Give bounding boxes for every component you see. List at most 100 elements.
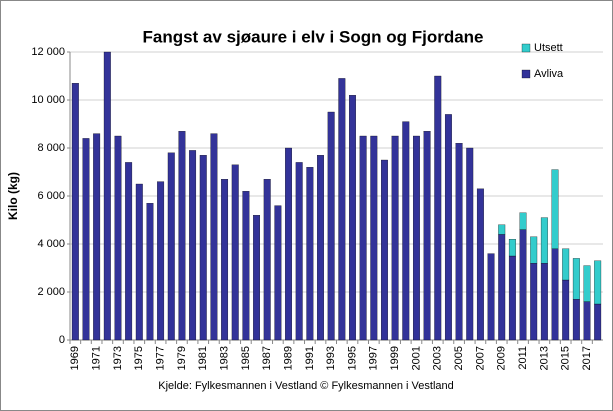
- bar-segment: [231, 164, 239, 341]
- legend-swatch: [521, 69, 531, 79]
- x-tick-label: 1973: [112, 346, 124, 370]
- x-tick-label: 1995: [346, 346, 358, 370]
- bar-segment: [487, 253, 495, 341]
- bar-segment: [540, 263, 548, 341]
- bar-segment: [82, 138, 90, 341]
- y-tick-label: 12 000: [31, 46, 65, 58]
- x-tick-label: 2007: [474, 346, 486, 370]
- bar-segment: [253, 215, 260, 341]
- legend-label: Avliva: [534, 68, 564, 80]
- x-tick-label: 1999: [389, 346, 401, 370]
- legend-label: Utsett: [534, 42, 563, 54]
- x-tick-label: 1979: [176, 346, 188, 370]
- y-tick-label: 10 000: [31, 94, 65, 106]
- bar-segment: [572, 258, 580, 300]
- x-tick-label: 2011: [517, 346, 529, 370]
- x-tick-label: 1983: [218, 346, 230, 370]
- bar-segment: [338, 78, 346, 341]
- x-tick-label: 1969: [69, 346, 81, 370]
- bar-segment: [306, 167, 314, 341]
- bar-segment: [572, 299, 580, 341]
- x-tick-label: 2003: [432, 346, 444, 370]
- bar-segment: [455, 143, 463, 341]
- bar-segment: [476, 188, 484, 341]
- x-tick-label: 1987: [261, 346, 273, 370]
- x-tick-label: 2017: [581, 346, 593, 370]
- bar-segment: [157, 181, 165, 341]
- bar-segment: [434, 75, 442, 341]
- bar-segment: [508, 255, 516, 341]
- bar-segment: [551, 248, 559, 341]
- bar-segment: [412, 135, 420, 341]
- bar-segment: [359, 135, 367, 341]
- bar-segment: [189, 150, 197, 341]
- bar-segment: [391, 135, 399, 341]
- bar-segment: [167, 152, 175, 341]
- bar-segment: [498, 234, 506, 341]
- bar-segment: [221, 179, 229, 341]
- x-tick-label: 2009: [496, 346, 508, 370]
- bar-segment: [295, 162, 303, 341]
- bar-segment: [285, 147, 292, 341]
- bar-segment: [402, 121, 410, 341]
- bar-segment: [93, 133, 101, 341]
- chart-title: Fangst av sjøaure i elv i Sogn og Fjorda…: [142, 27, 483, 46]
- bar-segment: [551, 169, 559, 249]
- bar-segment: [519, 212, 527, 230]
- bar-segment: [274, 205, 282, 341]
- bar-segment: [540, 217, 548, 264]
- bar-segment: [71, 83, 79, 341]
- bar-segment: [381, 159, 388, 341]
- bar-segment: [583, 301, 591, 341]
- x-tick-label: 2013: [538, 346, 550, 370]
- x-tick-label: 1997: [368, 346, 380, 370]
- bar-segment: [263, 179, 271, 341]
- bar-segment: [349, 95, 356, 341]
- y-tick-label: 6 000: [37, 190, 65, 202]
- x-tick-label: 1971: [91, 346, 103, 370]
- bar-segment: [530, 263, 538, 341]
- bar-segment: [370, 135, 378, 341]
- bar-segment: [594, 303, 602, 341]
- x-tick-label: 1991: [304, 346, 316, 370]
- bar-segment: [530, 236, 538, 264]
- bar-segment: [562, 279, 570, 341]
- x-tick-label: 1977: [155, 346, 167, 370]
- bar-segment: [466, 147, 474, 341]
- x-tick-label: 1993: [325, 346, 337, 370]
- x-tick-label: 1981: [197, 346, 209, 370]
- bar-segment: [135, 183, 143, 341]
- bar-segment: [498, 224, 506, 235]
- bar-segment: [199, 155, 207, 341]
- y-tick-label: 0: [59, 334, 65, 346]
- bar-segment: [327, 111, 335, 341]
- bar-segment: [242, 191, 250, 341]
- bar-segment: [125, 162, 133, 341]
- y-tick-label: 2 000: [37, 286, 65, 298]
- bar-segment: [562, 248, 570, 281]
- x-tick-label: 1985: [240, 346, 252, 370]
- x-tick-label: 1989: [282, 346, 294, 370]
- bar-segment: [178, 131, 186, 341]
- bar-segment: [594, 260, 602, 305]
- bar-segment: [423, 131, 431, 341]
- bar-segment: [444, 114, 452, 341]
- y-tick-label: 4 000: [37, 238, 65, 250]
- x-tick-label: 1975: [133, 346, 145, 370]
- bar-segment: [210, 133, 218, 341]
- bar-segment: [317, 155, 324, 341]
- x-tick-label: 2005: [453, 346, 465, 370]
- footer: Kjelde: Fylkesmannen i Vestland © Fylkes…: [158, 380, 454, 392]
- bar-segment: [146, 203, 154, 341]
- y-axis-label: Kilo (kg): [6, 172, 20, 220]
- x-tick-label: 2001: [410, 346, 422, 370]
- bar-segment: [583, 265, 591, 302]
- legend-swatch: [521, 43, 531, 53]
- bar-segment: [114, 135, 122, 341]
- x-tick-label: 2015: [560, 346, 572, 370]
- bar-segment: [519, 229, 527, 341]
- bar-segment: [508, 239, 516, 257]
- bar-segment: [103, 51, 111, 341]
